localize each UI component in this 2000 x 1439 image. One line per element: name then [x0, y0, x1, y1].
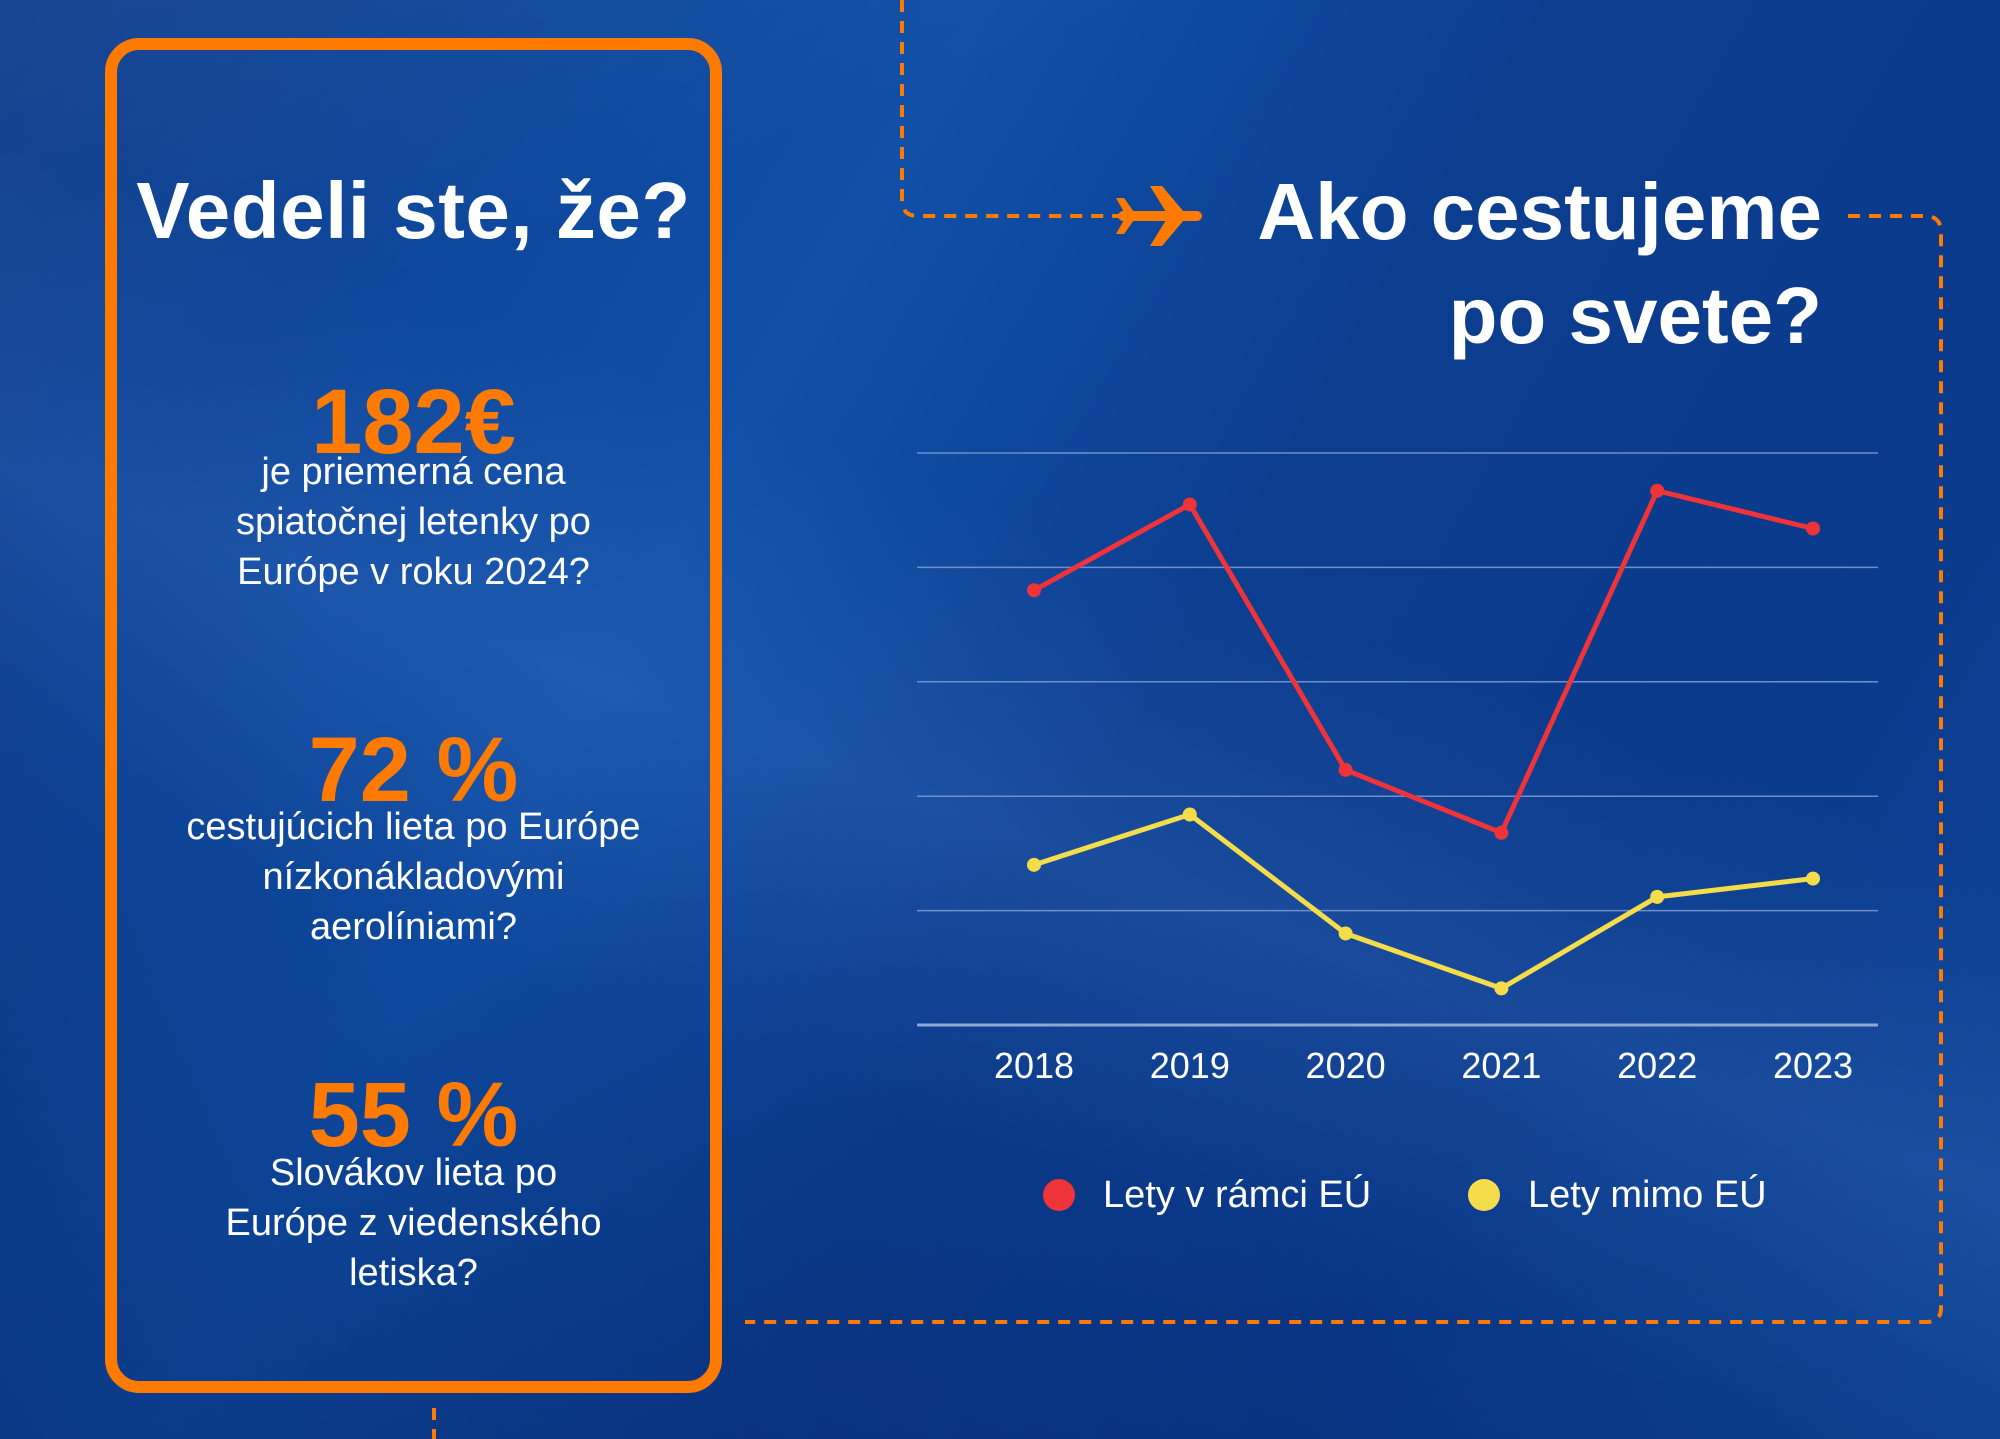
- x-tick-label: 2023: [1773, 1045, 1853, 1086]
- x-tick-label: 2022: [1617, 1045, 1697, 1086]
- fact-number-price: 182€: [311, 371, 516, 473]
- legend-item-non-eu: Lety mimo EÚ: [1468, 1170, 1767, 1220]
- data-point-eu: [1182, 497, 1197, 512]
- x-tick-label: 2019: [1150, 1045, 1230, 1086]
- fact-number-vienna: 55 %: [308, 1064, 519, 1166]
- fact-text-price: je priemerná cena spiatočnej letenky po …: [236, 451, 591, 593]
- fact-text-lowcost: cestujúcich lieta po Európe nízkonáklado…: [186, 806, 641, 948]
- legend-label-eu: Lety v rámci EÚ: [1103, 1173, 1372, 1216]
- facts-heading: Vedeli ste, že?: [136, 166, 691, 255]
- legend-swatch-non-eu: [1468, 1179, 1500, 1211]
- legend-label-non-eu: Lety mimo EÚ: [1528, 1173, 1767, 1216]
- fact-number-lowcost: 72 %: [308, 719, 519, 821]
- data-point-eu: [1650, 483, 1665, 498]
- data-point-eu: [1027, 583, 1041, 598]
- data-point-non-eu: [1027, 857, 1041, 872]
- data-point-eu: [1494, 825, 1509, 840]
- facts-panel: Vedeli ste, že? 182€ je priemerná cena s…: [105, 38, 722, 1393]
- data-point-non-eu: [1806, 871, 1820, 886]
- data-point-eu: [1338, 762, 1353, 777]
- x-tick-label: 2021: [1461, 1045, 1541, 1086]
- data-point-non-eu: [1338, 926, 1353, 941]
- legend-item-eu: Lety v rámci EÚ: [1043, 1170, 1371, 1220]
- fact-text-vienna: Slovákov lieta po Európe z viedenského l…: [225, 1152, 602, 1294]
- series-line-non-eu: [1033, 812, 1814, 991]
- data-point-non-eu: [1182, 807, 1197, 822]
- chart-title: Ako cestujeme po svete?: [1257, 167, 1822, 360]
- data-point-non-eu: [1650, 889, 1665, 904]
- x-tick-label: 2018: [994, 1045, 1074, 1086]
- legend-swatch-eu: [1043, 1179, 1075, 1211]
- data-point-eu: [1806, 521, 1820, 536]
- x-tick-label: 2020: [1306, 1045, 1386, 1086]
- series-line-eu: [1032, 488, 1814, 836]
- data-point-non-eu: [1494, 981, 1509, 996]
